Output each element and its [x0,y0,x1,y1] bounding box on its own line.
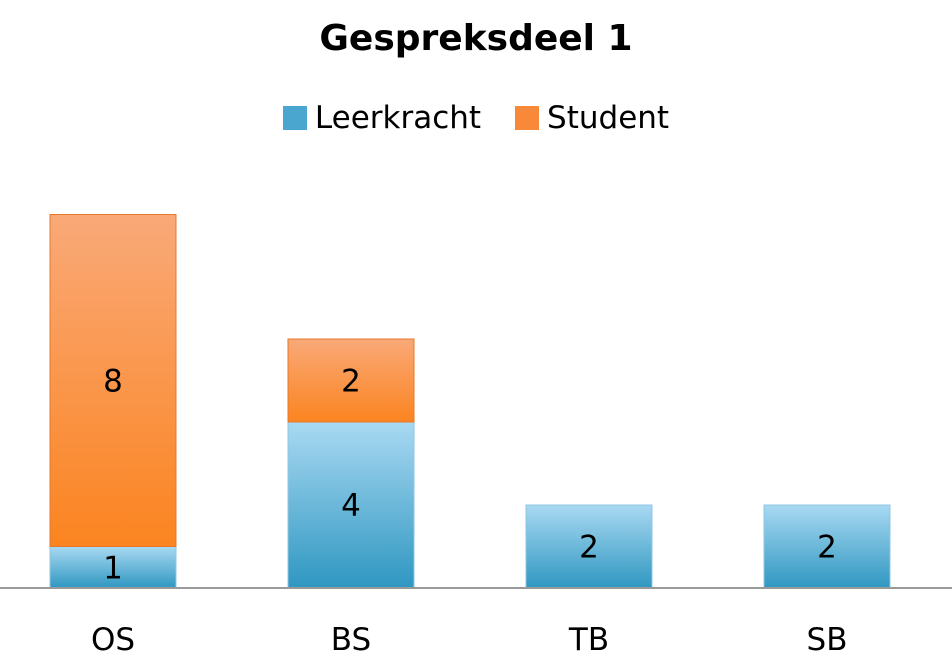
legend-label-leerkracht: Leerkracht [314,100,482,136]
bar-student-bs [287,338,415,423]
legend-swatch-leerkracht [282,106,307,130]
legend-item-leerkracht: Leerkracht [282,100,482,136]
data-label-student-bs: 2 [341,364,361,400]
bar-student-os [49,214,177,547]
bar-leerkracht-os [49,546,177,589]
chart-title: Gespreksdeel 1 [319,18,633,59]
x-tick-label-tb: TB [568,622,609,658]
data-label-leerkracht-os: 1 [103,550,123,586]
data-label-leerkracht-sb: 2 [817,530,837,566]
bar-leerkracht-sb [763,504,891,589]
data-label-leerkracht-bs: 4 [341,488,361,524]
x-tick-label-bs: BS [331,622,371,658]
legend-label-student: Student [547,100,670,136]
legend-item-student: Student [515,100,669,136]
x-tick-label-os: OS [91,622,135,658]
data-label-leerkracht-tb: 2 [579,530,599,566]
x-tick-label-sb: SB [807,622,848,658]
legend-swatch-student [515,106,540,130]
legend: Leerkracht Student [0,100,952,136]
data-label-student-os: 8 [103,364,123,400]
bar-leerkracht-bs [287,421,415,589]
